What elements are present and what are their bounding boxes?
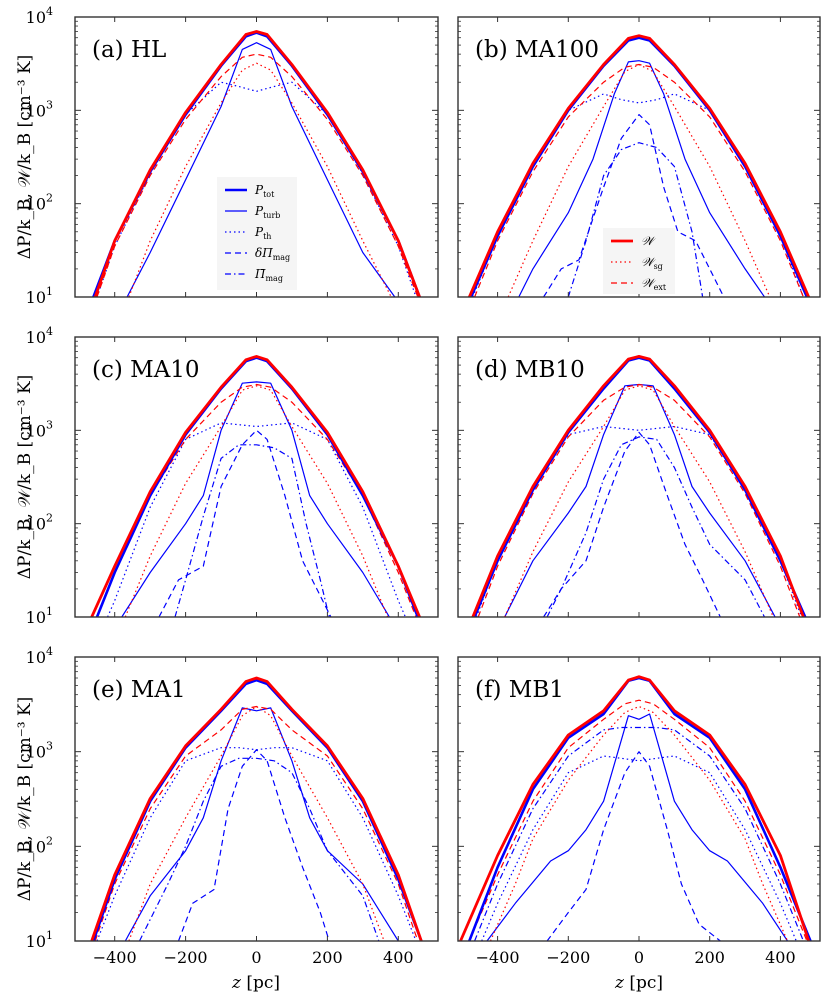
legend-label-Pi_mag_mean: Π̄mag bbox=[254, 267, 283, 283]
series-W bbox=[468, 34, 810, 297]
series-P_th bbox=[475, 425, 803, 617]
x-tick-label: −400 bbox=[93, 948, 137, 967]
y-tick-label: 101 bbox=[26, 605, 53, 627]
series-W bbox=[471, 355, 805, 617]
series-W_ext bbox=[94, 705, 419, 941]
legend-frame bbox=[217, 177, 297, 290]
series-W_ext bbox=[474, 63, 804, 297]
y-axis-label: ΔP/k_B, 𝒲/k_B [cm⁻³ K] bbox=[15, 55, 35, 260]
series-Pi_mag_mean bbox=[546, 436, 766, 617]
series-W_sg bbox=[504, 385, 774, 617]
series-W bbox=[459, 675, 811, 941]
series-group bbox=[471, 355, 807, 617]
y-tick-label: 103 bbox=[26, 740, 53, 762]
series-P_turb bbox=[121, 381, 390, 617]
y-tick-label: 103 bbox=[26, 98, 53, 120]
y-tick-label: 104 bbox=[26, 645, 53, 667]
series-dPi_mag bbox=[543, 431, 721, 617]
series-Pi_mag_mean bbox=[174, 444, 330, 617]
series-W_sg bbox=[128, 705, 385, 941]
legend-label-W: 𝒲 bbox=[641, 234, 657, 248]
series-W_sg bbox=[507, 63, 771, 297]
legend-label-W_sg: 𝒲sg bbox=[641, 255, 663, 271]
y-tick-label: 102 bbox=[26, 192, 53, 214]
series-P_tot bbox=[92, 678, 423, 941]
panel-c: 101 102 103 104 (c) MA10 ΔP/k_B, 𝒲/k_B [cm⁻³ … bbox=[15, 325, 439, 627]
x-tick-label: 400 bbox=[383, 948, 414, 967]
legend-label-P_tot: Ptot bbox=[254, 183, 275, 199]
legend-label-dPi_mag: δΠmag bbox=[255, 246, 290, 262]
legend-label-P_th: Pth bbox=[254, 225, 271, 241]
series-P_tot bbox=[469, 36, 809, 297]
series-W_sg bbox=[128, 62, 392, 297]
y-tick-label: 102 bbox=[26, 834, 53, 856]
x-tick-label: 200 bbox=[694, 948, 725, 967]
panel-label: (c) MA10 bbox=[92, 357, 200, 383]
series-W_sg bbox=[124, 385, 389, 617]
x-tick-label: 0 bbox=[251, 948, 261, 967]
series-dPi_mag bbox=[177, 749, 330, 941]
panel-label: (e) MA1 bbox=[92, 677, 186, 703]
y-axis-label: ΔP/k_B, 𝒲/k_B [cm⁻³ K] bbox=[15, 375, 35, 580]
panels: 101 102 103 104 (a) HL ΔP/k_B, 𝒲/k_B [cm⁻³ K]… bbox=[15, 5, 821, 967]
series-group bbox=[90, 676, 423, 941]
y-tick-label: 101 bbox=[26, 929, 53, 951]
series-dPi_mag bbox=[543, 114, 725, 297]
series-P_th bbox=[96, 747, 417, 941]
series-P_turb bbox=[518, 60, 765, 297]
x-tick-label: −400 bbox=[476, 948, 520, 967]
y-tick-label: 103 bbox=[26, 418, 53, 440]
y-axis-label: ΔP/k_B, 𝒲/k_B [cm⁻³ K] bbox=[15, 697, 35, 902]
x-tick-label: −200 bbox=[164, 948, 208, 967]
panel-e: −400 −200 0 200 400 101 102 103 104 (e) MA1 ΔP/k_B… bbox=[15, 645, 439, 967]
series-Pi_mag_mean bbox=[567, 142, 704, 297]
series-P_turb bbox=[504, 383, 776, 617]
series-group bbox=[90, 355, 421, 617]
series-P_th bbox=[481, 755, 797, 941]
y-tick-label: 101 bbox=[26, 285, 53, 307]
panel-label: (f) MB1 bbox=[475, 677, 564, 703]
series-W_sg bbox=[489, 705, 789, 941]
series-W_ext bbox=[96, 53, 419, 297]
legend-weight: 𝒲 𝒲sg 𝒲ext bbox=[603, 228, 675, 294]
x-axis-label-right: z [pc] bbox=[614, 973, 663, 993]
legend-label-W_ext: 𝒲ext bbox=[641, 276, 667, 292]
series-Pi_mag_mean bbox=[474, 726, 804, 941]
series-W bbox=[93, 30, 421, 297]
x-tick-label: 200 bbox=[312, 948, 343, 967]
series-dPi_mag bbox=[546, 751, 721, 941]
x-axis-label-left: z [pc] bbox=[231, 973, 280, 993]
panel-d: (d) MB10 bbox=[457, 336, 821, 618]
series-dPi_mag bbox=[158, 429, 332, 617]
panel-label: (b) MA100 bbox=[475, 37, 599, 63]
x-tick-label: 0 bbox=[634, 948, 644, 967]
series-group bbox=[468, 34, 810, 297]
series-P_turb bbox=[126, 42, 396, 297]
y-tick-label: 104 bbox=[26, 325, 53, 347]
series-W bbox=[90, 676, 423, 941]
series-P_tot bbox=[95, 356, 420, 617]
legend-pressure: Ptot Pturb Pth δΠmag Π̄mag bbox=[217, 177, 297, 290]
x-tick-label: −200 bbox=[546, 948, 590, 967]
panel-label: (d) MB10 bbox=[475, 357, 585, 383]
panel-label: (a) HL bbox=[92, 37, 166, 63]
series-P_th bbox=[107, 422, 406, 617]
panel-b: (b) MA100 𝒲 𝒲sg 𝒲ext bbox=[457, 16, 821, 298]
legend-label-P_turb: Pturb bbox=[254, 204, 280, 220]
series-Pi_mag_mean bbox=[138, 757, 380, 941]
series-P_turb bbox=[124, 707, 399, 941]
series-P_turb bbox=[486, 713, 789, 941]
series-W bbox=[90, 355, 421, 617]
panel-f: −400 −200 0 200 400 (f) MB1 bbox=[457, 656, 821, 967]
series-W_ext bbox=[468, 699, 808, 941]
x-tick-label: 400 bbox=[765, 948, 796, 967]
y-tick-label: 104 bbox=[26, 5, 53, 27]
series-group bbox=[92, 30, 421, 297]
series-W_ext bbox=[477, 383, 801, 617]
panel-a: 101 102 103 104 (a) HL ΔP/k_B, 𝒲/k_B [cm⁻³ K]… bbox=[15, 5, 439, 307]
y-tick-label: 102 bbox=[26, 512, 53, 534]
series-group bbox=[459, 675, 812, 941]
